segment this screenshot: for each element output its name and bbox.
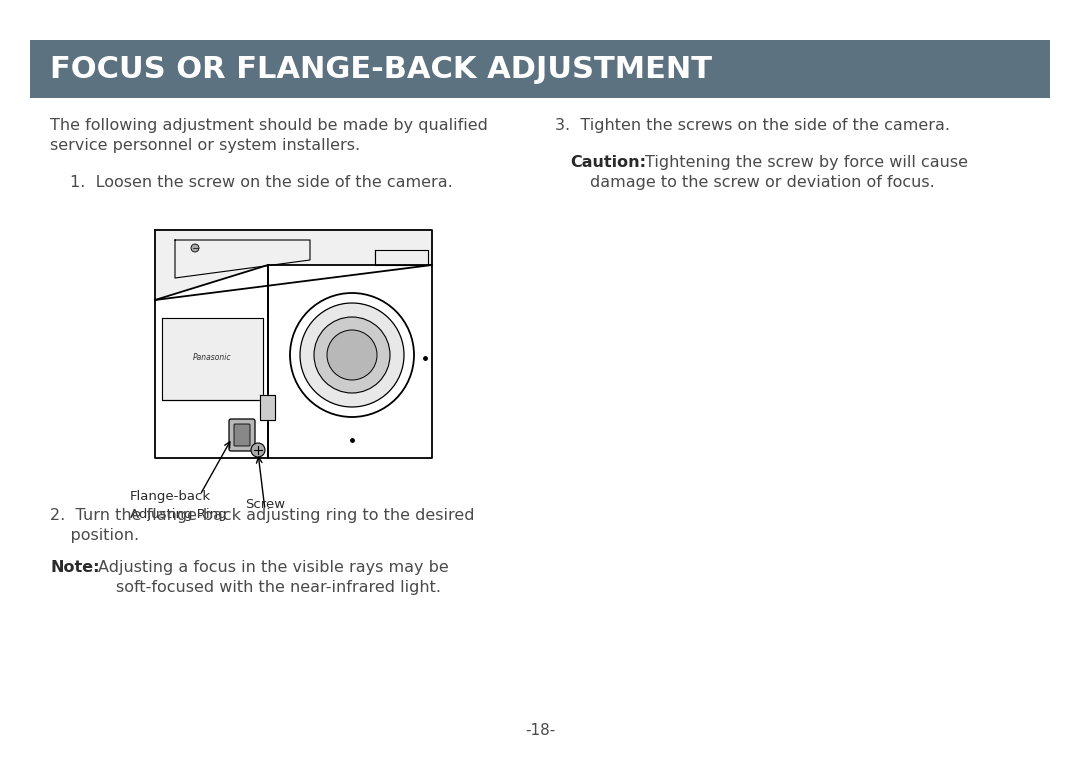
- Circle shape: [300, 303, 404, 407]
- Text: Flange-back
Adjusting Ring: Flange-back Adjusting Ring: [130, 490, 227, 521]
- Circle shape: [191, 244, 199, 252]
- Text: damage to the screw or deviation of focus.: damage to the screw or deviation of focu…: [590, 175, 935, 190]
- Text: 3.  Tighten the screws on the side of the camera.: 3. Tighten the screws on the side of the…: [555, 118, 950, 133]
- Polygon shape: [268, 265, 432, 458]
- Text: Adjusting a focus in the visible rays may be: Adjusting a focus in the visible rays ma…: [98, 560, 449, 575]
- Circle shape: [314, 317, 390, 393]
- Text: 2.  Turn the flange-back adjusting ring to the desired: 2. Turn the flange-back adjusting ring t…: [50, 508, 474, 523]
- Polygon shape: [162, 318, 264, 400]
- FancyBboxPatch shape: [234, 424, 249, 446]
- Text: Note:: Note:: [50, 560, 99, 575]
- FancyBboxPatch shape: [30, 40, 1050, 98]
- Text: position.: position.: [50, 528, 139, 543]
- Circle shape: [251, 443, 265, 457]
- Text: The following adjustment should be made by qualified: The following adjustment should be made …: [50, 118, 488, 133]
- Polygon shape: [260, 395, 275, 420]
- Text: soft-focused with the near-infrared light.: soft-focused with the near-infrared ligh…: [116, 580, 441, 595]
- Polygon shape: [156, 265, 268, 458]
- Text: Tightening the screw by force will cause: Tightening the screw by force will cause: [645, 155, 968, 170]
- Circle shape: [327, 330, 377, 380]
- Text: Panasonic: Panasonic: [192, 353, 231, 362]
- Polygon shape: [156, 230, 432, 300]
- Text: FOCUS OR FLANGE-BACK ADJUSTMENT: FOCUS OR FLANGE-BACK ADJUSTMENT: [50, 55, 712, 83]
- FancyBboxPatch shape: [229, 419, 255, 451]
- Text: 1.  Loosen the screw on the side of the camera.: 1. Loosen the screw on the side of the c…: [70, 175, 453, 190]
- Text: Caution:: Caution:: [570, 155, 646, 170]
- Text: -18-: -18-: [525, 723, 555, 738]
- Text: Screw: Screw: [245, 498, 285, 511]
- Text: service personnel or system installers.: service personnel or system installers.: [50, 138, 360, 153]
